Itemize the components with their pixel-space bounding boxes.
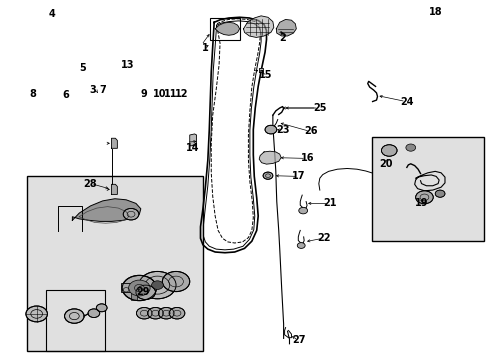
Circle shape [122,275,156,301]
Polygon shape [259,68,263,72]
Circle shape [434,190,444,197]
Polygon shape [72,199,141,221]
Text: 1: 1 [202,42,208,53]
Bar [46,290,105,351]
Text: 2: 2 [279,33,286,43]
Text: 21: 21 [323,198,337,208]
Circle shape [297,243,305,248]
Circle shape [128,280,150,296]
Polygon shape [259,151,281,164]
Circle shape [162,271,189,292]
Text: 22: 22 [316,233,330,243]
Text: 5: 5 [80,63,86,73]
Text: 10: 10 [152,89,166,99]
Text: 3: 3 [89,85,96,95]
Circle shape [26,306,47,322]
Circle shape [136,307,152,319]
Text: 4: 4 [49,9,56,19]
Polygon shape [243,16,273,37]
Circle shape [88,309,100,318]
Text: 7: 7 [99,85,106,95]
Text: 28: 28 [83,179,97,189]
Circle shape [405,144,415,151]
Circle shape [263,172,272,179]
Circle shape [151,281,163,289]
Text: 26: 26 [304,126,317,136]
Polygon shape [276,19,296,36]
Polygon shape [215,22,239,35]
Text: 17: 17 [292,171,305,181]
Text: 13: 13 [121,60,135,70]
Text: 9: 9 [141,89,147,99]
Bar [210,18,239,40]
Text: 12: 12 [175,89,188,99]
Text: 19: 19 [414,198,427,208]
Text: 14: 14 [185,143,199,153]
Circle shape [96,304,107,312]
Circle shape [147,307,163,319]
Text: 6: 6 [62,90,69,100]
Bar [371,137,483,241]
Circle shape [139,271,176,299]
Circle shape [264,125,276,134]
Polygon shape [189,134,196,146]
Polygon shape [111,184,117,194]
Circle shape [136,285,155,300]
Text: 25: 25 [312,103,326,113]
Text: 27: 27 [292,335,305,345]
Text: 23: 23 [276,125,289,135]
Bar [131,292,137,300]
Text: 8: 8 [29,89,36,99]
Circle shape [298,207,307,214]
Circle shape [123,208,139,220]
Bar [121,283,131,292]
Text: 16: 16 [300,153,314,163]
Circle shape [381,145,396,156]
Bar [27,176,203,351]
Text: 15: 15 [259,70,272,80]
Circle shape [169,307,184,319]
Text: 20: 20 [379,159,392,169]
Circle shape [158,307,174,319]
Polygon shape [111,138,117,148]
Circle shape [415,191,432,204]
Text: 18: 18 [428,6,442,17]
Text: 11: 11 [163,89,177,99]
Text: 24: 24 [399,96,413,107]
Text: 29: 29 [136,287,149,297]
Circle shape [64,309,84,323]
